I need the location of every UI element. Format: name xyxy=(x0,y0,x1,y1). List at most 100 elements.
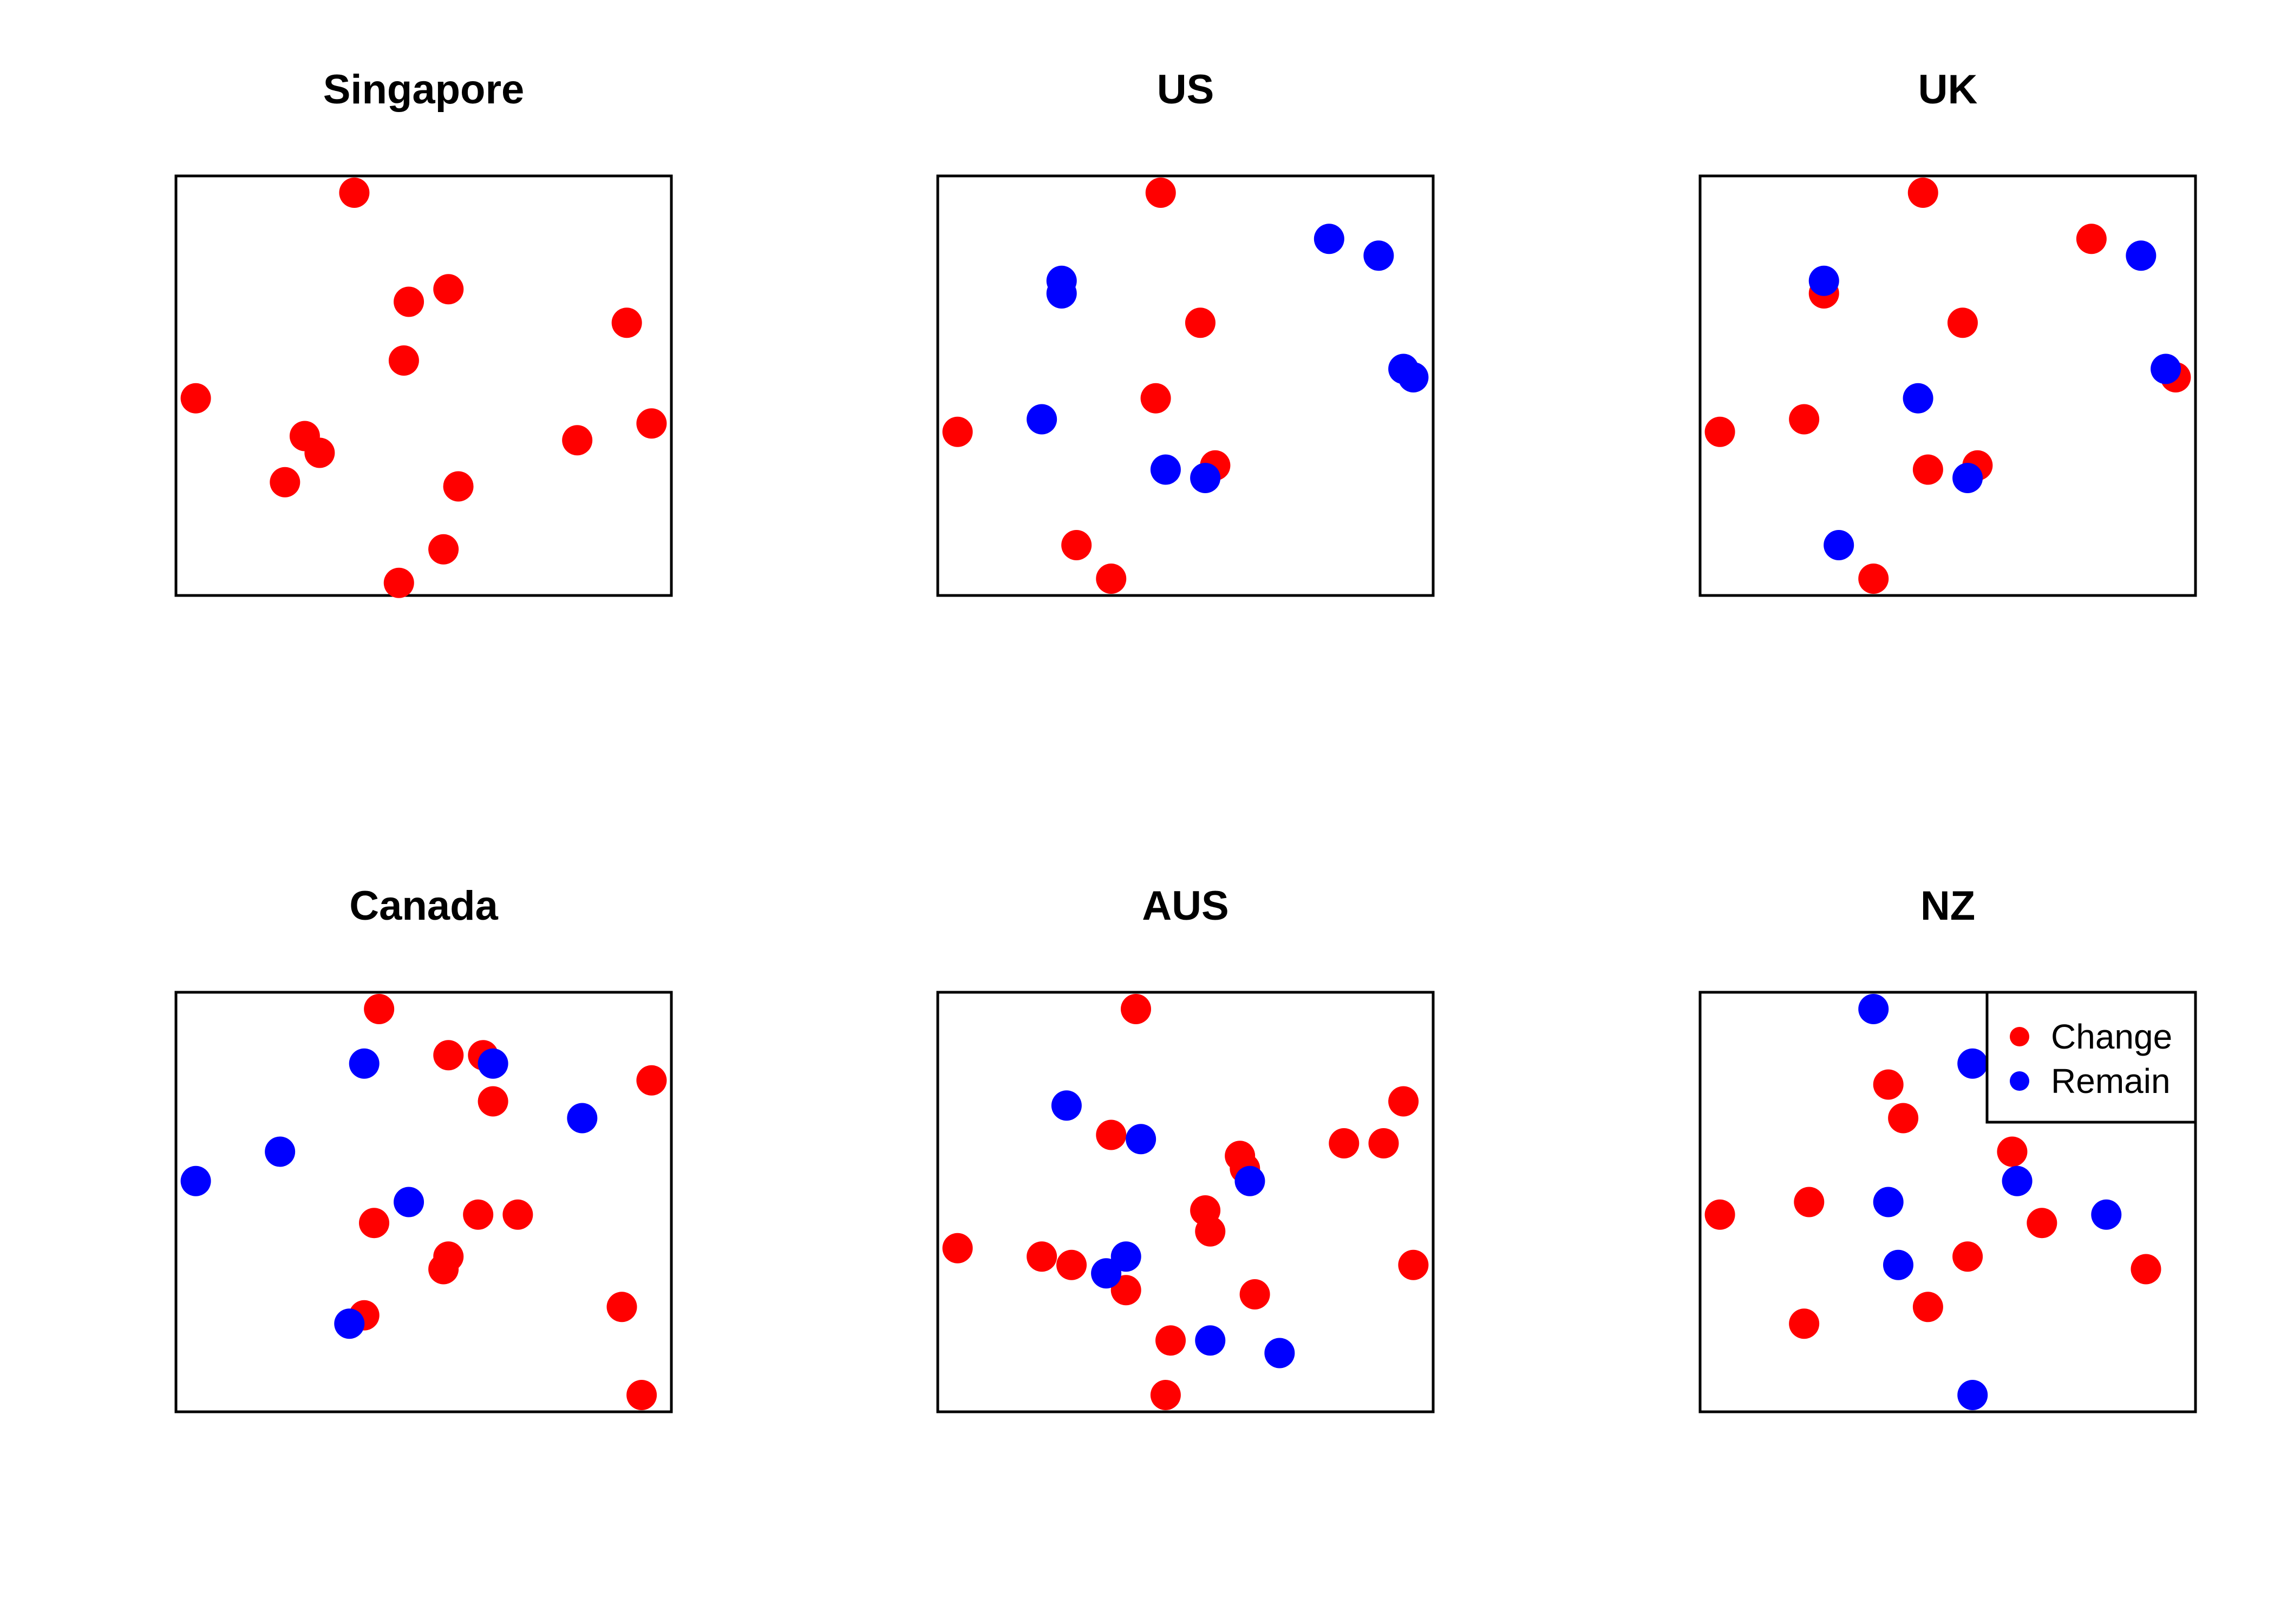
point-change xyxy=(1907,178,1938,208)
point-remain xyxy=(1957,1048,1988,1079)
point-change xyxy=(502,1199,533,1230)
point-remain xyxy=(1110,1241,1141,1272)
point-remain xyxy=(265,1136,296,1167)
point-change xyxy=(1912,1292,1943,1322)
point-change xyxy=(611,307,642,338)
point-change xyxy=(383,567,414,598)
point-change xyxy=(1398,1249,1429,1280)
point-change xyxy=(428,534,459,565)
point-change xyxy=(1858,564,1889,594)
point-change xyxy=(433,1040,464,1071)
point-change xyxy=(388,345,419,376)
plot-frame xyxy=(936,174,1435,597)
point-remain xyxy=(478,1048,508,1079)
point-change xyxy=(1912,454,1943,485)
point-change xyxy=(364,994,395,1024)
point-remain xyxy=(1190,463,1221,493)
point-change xyxy=(1704,416,1735,447)
point-change xyxy=(433,274,464,305)
plot-frame xyxy=(936,991,1435,1413)
legend-marker-change xyxy=(2010,1027,2029,1046)
point-remain xyxy=(1195,1325,1226,1356)
point-change xyxy=(1195,1216,1226,1247)
point-remain xyxy=(1234,1165,1265,1196)
point-remain xyxy=(1051,1090,1082,1121)
point-remain xyxy=(1398,362,1429,392)
point-change xyxy=(428,1254,459,1285)
point-change xyxy=(1368,1128,1399,1158)
point-remain xyxy=(1046,278,1077,309)
point-change xyxy=(1789,404,1820,435)
point-remain xyxy=(1873,1187,1904,1217)
point-remain xyxy=(1126,1124,1156,1155)
point-change xyxy=(942,416,973,447)
panel-title: Singapore xyxy=(323,67,525,113)
point-remain xyxy=(2151,353,2181,384)
point-change xyxy=(304,437,335,468)
point-change xyxy=(942,1233,973,1263)
legend-box xyxy=(1985,991,2197,1124)
point-change xyxy=(2027,1208,2057,1239)
plot-frame xyxy=(1698,991,2197,1413)
point-change xyxy=(1185,307,1216,338)
point-remain xyxy=(1314,224,1344,254)
point-change xyxy=(1096,564,1127,594)
panel-title: NZ xyxy=(1920,883,1975,929)
panel-title: US xyxy=(1157,67,1214,113)
point-change xyxy=(1027,1241,1057,1272)
point-remain xyxy=(1858,994,1889,1024)
point-change xyxy=(606,1292,637,1322)
point-change xyxy=(1155,1325,1186,1356)
point-remain xyxy=(1150,454,1181,485)
point-change xyxy=(394,286,424,317)
legend-label-remain: Remain xyxy=(2051,1062,2171,1101)
point-remain xyxy=(1883,1249,1913,1280)
point-change xyxy=(2131,1254,2161,1285)
point-change xyxy=(1789,1308,1820,1339)
plot-frame xyxy=(1698,174,2197,597)
point-remain xyxy=(2002,1165,2033,1196)
point-change xyxy=(636,408,667,439)
point-change xyxy=(1873,1069,1904,1100)
point-change xyxy=(562,425,593,456)
panel-title: AUS xyxy=(1142,883,1229,929)
point-change xyxy=(463,1199,494,1230)
point-remain xyxy=(1824,530,1854,560)
point-change xyxy=(1145,178,1176,208)
point-change xyxy=(1997,1136,2028,1167)
panel-singapore: Singapore xyxy=(174,67,673,598)
panel-nz: NZ Change Remain xyxy=(1698,883,2197,1413)
point-remain xyxy=(2091,1199,2122,1230)
point-change xyxy=(1110,1275,1141,1306)
point-remain xyxy=(394,1187,424,1217)
legend-marker-remain xyxy=(2010,1071,2029,1091)
point-change xyxy=(1239,1279,1270,1309)
point-change xyxy=(1888,1103,1919,1134)
point-change xyxy=(339,178,370,208)
point-change xyxy=(1061,530,1092,560)
panel-canada: Canada xyxy=(174,883,673,1413)
point-change xyxy=(180,383,211,414)
point-change xyxy=(1952,1241,1983,1272)
plot-frame xyxy=(174,991,673,1413)
point-change xyxy=(1388,1086,1419,1117)
point-change xyxy=(1947,307,1978,338)
point-change xyxy=(270,467,300,497)
panel-title: UK xyxy=(1918,67,1978,113)
panel-aus: AUS xyxy=(936,883,1435,1413)
point-change xyxy=(1096,1119,1127,1150)
point-remain xyxy=(2126,240,2157,271)
point-remain xyxy=(1957,1380,1988,1410)
point-change xyxy=(443,471,474,502)
point-remain xyxy=(349,1048,380,1079)
legend: Change Remain xyxy=(1985,991,2197,1124)
plot-frame xyxy=(174,174,673,597)
legend-label-change: Change xyxy=(2051,1017,2172,1056)
panel-uk: UK xyxy=(1698,67,2197,597)
point-remain xyxy=(1363,240,1394,271)
point-change xyxy=(1056,1249,1087,1280)
point-remain xyxy=(180,1165,211,1196)
point-change xyxy=(478,1086,508,1117)
point-remain xyxy=(334,1308,365,1339)
